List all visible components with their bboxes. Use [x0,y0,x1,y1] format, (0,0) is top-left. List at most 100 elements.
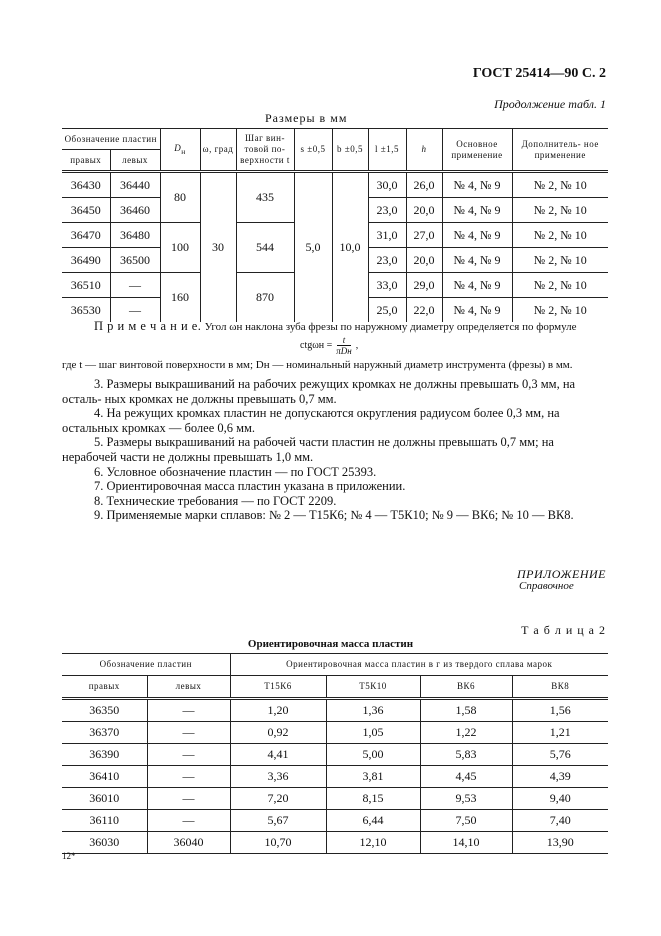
cell-pitch: 870 [235,272,294,322]
table-row: 36030 36040 10,70 12,10 14,10 13,90 [62,831,608,854]
table-cell: 36030 [62,831,148,854]
header-s: s ±0,5 [293,128,332,173]
note-item: 8. Технические требования — по ГОСТ 2209… [94,493,337,508]
cell-right: 36450 [62,197,110,223]
header-grade: Т15К6 [229,675,327,699]
table-cell: 1,36 [325,698,421,722]
table-row: 36490 36500 23,0 20,0 № 4, № 9 № 2, № 10 [62,247,608,273]
table-cell: 9,53 [419,787,513,810]
table-row: 36450 36460 23,0 20,0 № 4, № 9 № 2, № 10 [62,197,608,223]
dimensions-caption: Размеры в мм [265,111,348,125]
cell-extra: № 2, № 10 [511,197,608,223]
table-row: 36010—7,20 8,15 9,53 9,40 [62,787,608,810]
table-1: Обозначение пластин Dн ω, град Шаг вин- … [62,128,608,322]
header-main-use: Основное применение [441,128,512,173]
appendix-subtitle: Справочное [519,580,574,592]
header-l: l ±1,5 [367,128,406,173]
table-cell: 36410 [62,765,148,788]
cell-extra: № 2, № 10 [511,247,608,273]
table-row: 36510 — 160 870 33,0 29,0 № 4, № 9 № 2, … [62,272,608,322]
table-cell: 1,05 [325,721,421,744]
table-cell: 6,44 [325,809,421,832]
table-cell: 7,40 [511,809,608,832]
cell-s: 5,0 [293,171,332,322]
table-cell: — [146,787,231,810]
note: П р и м е ч а н и е. Угол ωн наклона зуб… [94,319,577,333]
table-cell: 7,50 [419,809,513,832]
cell-right: 36490 [62,247,110,273]
table-cell: 1,21 [511,721,608,744]
table-2: Обозначение пластин Ориентировочная масс… [62,653,608,854]
cell-extra: № 2, № 10 [511,171,608,198]
cell-left: — [109,297,160,322]
header-h: h [405,128,442,173]
cell-right: 36510 [62,272,110,298]
table-cell: 36390 [62,743,148,766]
table-cell: 7,20 [229,787,327,810]
cell-main: № 4, № 9 [441,171,512,198]
header-grade: Т5К10 [325,675,421,699]
table-cell: — [146,721,231,744]
cell-left: 36500 [109,247,160,273]
table-2-title: Ориентировочная масса пластин [247,638,414,650]
table-cell: 5,83 [419,743,513,766]
table-row: 36110—5,67 6,44 7,50 7,40 [62,809,608,832]
note-item: 3. Размеры выкрашиваний на рабочих режущ… [62,377,576,406]
table-cell: 10,70 [229,831,327,854]
cell-omega: 30 [199,171,236,322]
header-extra-use: Дополнитель- ное применение [511,128,608,173]
cell-l: 31,0 [367,222,406,248]
cell-l: 23,0 [367,247,406,273]
cell-right: 36430 [70,177,101,192]
table-cell: 13,90 [511,831,608,854]
page-mark: 12* [62,851,76,861]
table-continuation: Продолжение табл. 1 [494,97,606,111]
cell-h: 27,0 [405,222,442,248]
cell-d: 80 [159,171,200,223]
cell-l: 33,0 [367,272,406,298]
table-cell: 36040 [146,831,231,854]
cell-h: 20,0 [405,247,442,273]
table-cell: 3,81 [325,765,421,788]
cell-right: 36470 [62,222,110,248]
header-right: правых [62,149,110,173]
table-cell: 4,45 [419,765,513,788]
note-item: 4. На режущих кромках пластин не допуска… [62,406,560,435]
note-item: 7. Ориентировочная масса пластин указана… [94,479,406,494]
note-where: где t — шаг винтовой поверхности в мм; D… [62,359,573,371]
cell-l: 30,0 [367,171,406,198]
table-cell: 14,10 [419,831,513,854]
table-cell: 1,22 [419,721,513,744]
header-grade: ВК8 [511,675,608,699]
header-mass: Ориентировочная масса пластин в г из тве… [229,653,608,676]
cell-left: 36440 [109,171,160,198]
cell-b: 10,0 [331,171,368,322]
header-designation: Обозначение пластин [62,128,160,150]
header-designation: Обозначение пластин [62,653,231,676]
table-cell: 12,10 [325,831,421,854]
cell-h: 22,0 [405,297,442,322]
table-cell: 36010 [62,787,148,810]
table-cell: — [146,765,231,788]
table-cell: 8,15 [325,787,421,810]
cell-l: 25,0 [367,297,406,322]
table-row: 36410—3,36 3,81 4,45 4,39 [62,765,608,788]
table-cell: 1,58 [419,698,513,722]
table-row: 36530 — 25,0 22,0 № 4, № 9 № 2, № 10 [62,297,608,322]
cell-h: 29,0 [405,272,442,298]
note-item: 6. Условное обозначение пластин — по ГОС… [94,464,377,479]
table-row: 36470 36480 100 544 31,0 27,0 № 4, № 9 №… [62,222,608,273]
cell-d: 160 [159,272,200,322]
cell-extra: № 2, № 10 [511,297,608,322]
cell-main: № 4, № 9 [441,222,512,248]
table-row: 36370—0,92 1,05 1,22 1,21 [62,721,608,744]
header-pitch: Шаг вин- товой по- верхности t [235,128,294,173]
header-b: b ±0,5 [331,128,368,173]
table-cell: 5,76 [511,743,608,766]
cell-left: — [109,272,160,298]
appendix-title: ПРИЛОЖЕНИЕ [517,567,606,581]
cell-left: 36480 [109,222,160,248]
table-cell: 1,56 [511,698,608,722]
table-cell: — [146,809,231,832]
